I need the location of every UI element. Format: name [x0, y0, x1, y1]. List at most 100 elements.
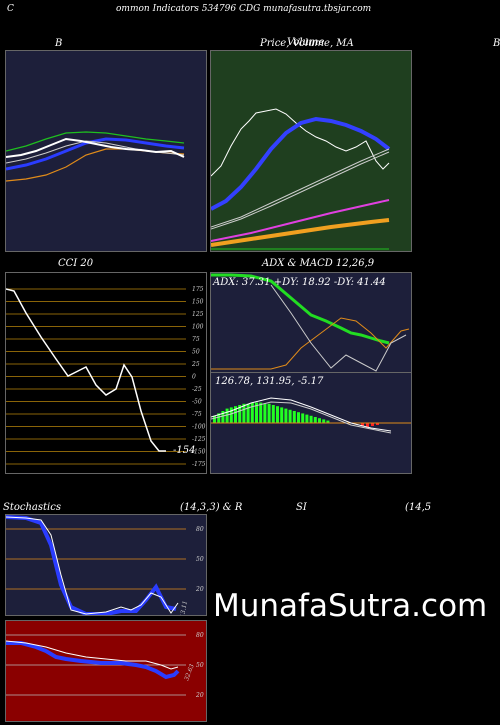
macd-hist-bar	[292, 411, 296, 423]
stoch-d-line	[6, 515, 177, 615]
macd-hist-bar-negative	[361, 423, 364, 426]
cci-tick-label: 100	[192, 324, 204, 331]
macd-hist-bar	[229, 407, 233, 423]
price-title: Price, Volume, MA	[260, 38, 354, 49]
stoch-chart: 80 50 20 13.11	[5, 514, 207, 616]
cci-tick-label: -25	[192, 386, 202, 393]
cci-chart: 175 150 125 100 75 50 25 0 -25 -50 -75 -100 -125 -150…	[5, 272, 207, 474]
macd-values: 126.78, 131.95, -5.17	[215, 376, 324, 387]
cci-tick-label: 50	[192, 349, 200, 356]
macd-hist-bar	[267, 403, 271, 423]
bb-chart	[5, 50, 207, 252]
macd-hist-bar	[263, 403, 267, 423]
cci-tick-label: 75	[192, 336, 200, 343]
price-ma-long-line	[211, 151, 390, 230]
adx-svg: ADX: 37.31 +DY: 18.92 -DY: 41.44	[211, 273, 410, 372]
bb-title: B	[55, 38, 63, 49]
adx-title: ADX & MACD 12,26,9	[262, 258, 375, 269]
macd-hist-bar	[326, 420, 330, 423]
cci-tick-label: -150	[192, 449, 206, 456]
header-c: C	[7, 4, 14, 14]
macd-hist-bar	[284, 408, 288, 423]
rsi-tick-50: 50	[196, 662, 204, 669]
rsi-svg: 80 50 20 32.63	[6, 632, 204, 699]
right-edge-title: B	[493, 38, 500, 49]
cci-tick-label: 25	[191, 361, 200, 368]
macd-hist-bar	[234, 406, 237, 423]
rsi-chart: 80 50 20 32.63	[5, 620, 207, 722]
macd-hist-bar-negative	[366, 423, 369, 427]
cci-tick-label: -50	[192, 399, 202, 406]
cci-tick-label: 125	[192, 311, 204, 318]
cci-tick-label: 175	[192, 286, 204, 293]
macd-svg: 126.78, 131.95, -5.17	[211, 376, 411, 434]
macd-histogram	[213, 402, 379, 427]
macd-hist-bar-negative	[371, 423, 374, 426]
macd-hist-bar	[246, 403, 250, 423]
macd-hist-bar-negative	[376, 423, 379, 425]
macd-signal-line	[211, 401, 392, 434]
price-ma-mid-line	[211, 148, 390, 228]
cci-line	[6, 288, 166, 452]
price-overlay: Volume	[287, 37, 325, 48]
cci-title: CCI 20	[58, 258, 94, 269]
rsi-tick-20: 20	[195, 692, 204, 699]
cci-tick-label: -125	[192, 436, 206, 443]
macd-hist-bar	[297, 412, 300, 423]
bb-svg	[6, 131, 185, 182]
rsi-value: 32.63	[183, 663, 196, 682]
macd-hist-bar	[309, 415, 313, 423]
macd-hist-bar	[242, 403, 246, 423]
macd-hist-bar	[301, 413, 305, 423]
macd-hist-bar	[313, 417, 317, 423]
rsi-tick-80: 80	[196, 632, 204, 639]
stoch-tick-80: 80	[196, 526, 204, 533]
stoch-svg: 80 50 20 13.11	[6, 515, 204, 615]
macd-hist-bar	[305, 414, 309, 423]
macd-hist-bar	[250, 402, 254, 423]
macd-hist-bar	[271, 405, 275, 423]
cci-tick-label: -175	[192, 461, 206, 468]
cci-tick-label: 0	[192, 374, 196, 381]
macd-hist-bar	[318, 418, 321, 423]
macd-hist-bar	[280, 407, 284, 423]
macd-hist-bar	[322, 419, 326, 423]
bb-blue-line	[6, 137, 185, 171]
adx-minus-line	[270, 284, 407, 372]
price-white-line	[211, 108, 390, 177]
price-svg	[211, 108, 391, 250]
macd-chart: 126.78, 131.95, -5.17	[210, 372, 412, 474]
macd-hist-bar	[288, 409, 292, 423]
watermark: MunafaSutra.com	[213, 588, 488, 624]
stoch-tick-20: 20	[195, 586, 204, 593]
cci-tick-label: 150	[192, 299, 204, 306]
rsi-title: SI	[296, 502, 307, 513]
bb-price-line	[6, 137, 185, 158]
price-ma-short-line	[211, 116, 391, 211]
macd-hist-bar	[213, 415, 216, 423]
bb-upper-line	[6, 131, 185, 152]
cci-value-label: -154	[173, 445, 195, 456]
stoch-value: 13.11	[179, 600, 189, 615]
bb-orange-line	[6, 148, 185, 182]
price-chart	[210, 50, 412, 252]
stoch-tick-50: 50	[196, 556, 204, 563]
stoch-k-line	[6, 516, 179, 615]
cci-tick-label: -75	[192, 411, 202, 418]
adx-values: ADX: 37.31 +DY: 18.92 -DY: 41.44	[212, 277, 386, 288]
macd-hist-bar	[276, 406, 279, 423]
price-orange-line	[211, 218, 390, 247]
rsi-white-line	[6, 640, 179, 670]
header-title: ommon Indicators 534796 CDG munafasutra.…	[116, 4, 372, 14]
macd-hist-bar	[259, 402, 263, 423]
macd-hist-bar	[221, 411, 225, 423]
stoch-params: (14,3,3) & R	[180, 502, 243, 513]
rsi-params: (14,5	[405, 502, 432, 513]
adx-plus-line	[211, 317, 410, 370]
macd-hist-bar	[238, 405, 242, 423]
macd-hist-bar	[255, 402, 258, 423]
macd-hist-bar	[217, 413, 221, 423]
adx-green-line	[211, 273, 390, 345]
price-magenta-line	[211, 199, 390, 242]
rsi-blue-line	[6, 641, 180, 680]
